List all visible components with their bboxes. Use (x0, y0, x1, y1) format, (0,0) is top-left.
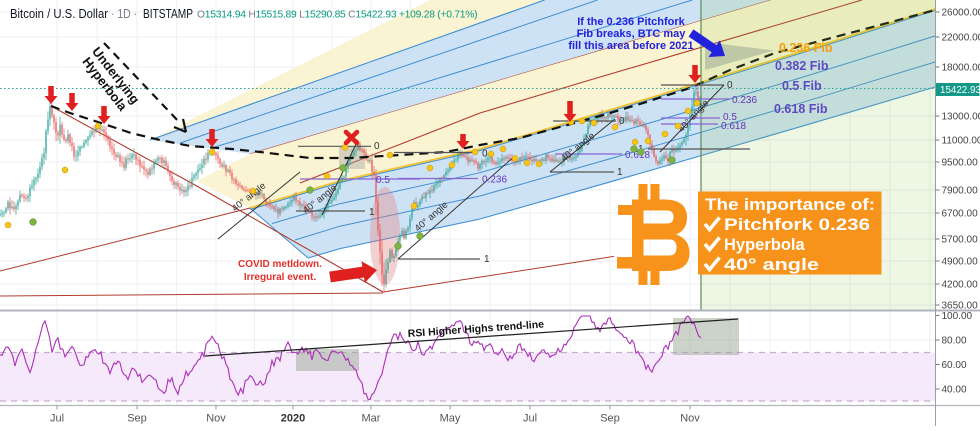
svg-text:13000.00: 13000.00 (942, 112, 980, 123)
svg-text:40° angle: 40° angle (724, 256, 819, 274)
svg-text:Sep: Sep (127, 413, 147, 425)
svg-text:0: 0 (482, 149, 488, 160)
svg-text:May: May (440, 413, 461, 425)
svg-text:fill this area before 2021: fill this area before 2021 (568, 40, 693, 52)
svg-text:Bitcoin / U.S. Dollar: Bitcoin / U.S. Dollar (10, 6, 109, 21)
svg-text:4200.00: 4200.00 (942, 280, 979, 291)
svg-text:0.236: 0.236 (732, 95, 757, 106)
svg-text:Jul: Jul (523, 413, 537, 425)
svg-text:0: 0 (727, 80, 733, 91)
svg-text:0.5 Fib: 0.5 Fib (782, 79, 822, 93)
svg-text:11000.00: 11000.00 (942, 136, 980, 147)
svg-text:1: 1 (369, 207, 375, 218)
svg-text:0.618 Fib: 0.618 Fib (774, 102, 828, 116)
svg-text:Nov: Nov (206, 413, 226, 425)
svg-text:0.5: 0.5 (376, 175, 390, 186)
svg-text:Hyperbola: Hyperbola (724, 236, 806, 254)
svg-text:40.00: 40.00 (942, 385, 967, 396)
svg-text:80.00: 80.00 (942, 336, 967, 347)
svg-text:18000.00: 18000.00 (942, 63, 980, 74)
svg-text:BITSTAMP: BITSTAMP (143, 6, 193, 21)
svg-text:The importance of:: The importance of: (705, 196, 875, 214)
svg-text:7900.00: 7900.00 (942, 186, 979, 197)
svg-text:100.00: 100.00 (942, 311, 973, 322)
svg-text:0.382 Fib: 0.382 Fib (775, 59, 829, 73)
svg-text:15422.93: 15422.93 (940, 85, 980, 96)
svg-text:Fib breaks, BTC may: Fib breaks, BTC may (577, 28, 687, 40)
svg-text:0.618: 0.618 (721, 121, 746, 132)
svg-text:Pitchfork 0.236: Pitchfork 0.236 (724, 216, 870, 234)
svg-text:9500.00: 9500.00 (942, 158, 979, 169)
svg-text:0: 0 (619, 116, 625, 127)
svg-text:1: 1 (484, 254, 490, 265)
svg-text:22000.00: 22000.00 (942, 33, 980, 44)
svg-text:Jul: Jul (50, 413, 64, 425)
svg-text:4900.00: 4900.00 (942, 257, 979, 268)
svg-text:Sep: Sep (600, 413, 620, 425)
svg-text:1: 1 (617, 167, 623, 178)
svg-text:2020: 2020 (281, 413, 305, 425)
svg-text:0.236 Fib: 0.236 Fib (779, 41, 833, 55)
svg-text:O15314.94 H15515.89 L15290.85: O15314.94 H15515.89 L15290.85 C15422.93 … (197, 10, 477, 21)
svg-text:3650.00: 3650.00 (942, 301, 979, 312)
svg-text:26000.00: 26000.00 (942, 8, 980, 19)
svg-text:If the 0.236 Pitchfork: If the 0.236 Pitchfork (577, 16, 685, 28)
svg-text:Mar: Mar (362, 413, 381, 425)
svg-text:5700.00: 5700.00 (942, 235, 979, 246)
svg-text:· 1D ·: · 1D · (111, 6, 137, 21)
svg-text:COVID metldown.: COVID metldown. (238, 259, 322, 270)
svg-text:Irregural event.: Irregural event. (244, 272, 316, 283)
svg-text:60.00: 60.00 (942, 360, 967, 371)
svg-text:Nov: Nov (680, 413, 700, 425)
svg-text:6700.00: 6700.00 (942, 209, 979, 220)
svg-text:0: 0 (374, 141, 380, 152)
svg-text:0.236: 0.236 (482, 175, 507, 186)
